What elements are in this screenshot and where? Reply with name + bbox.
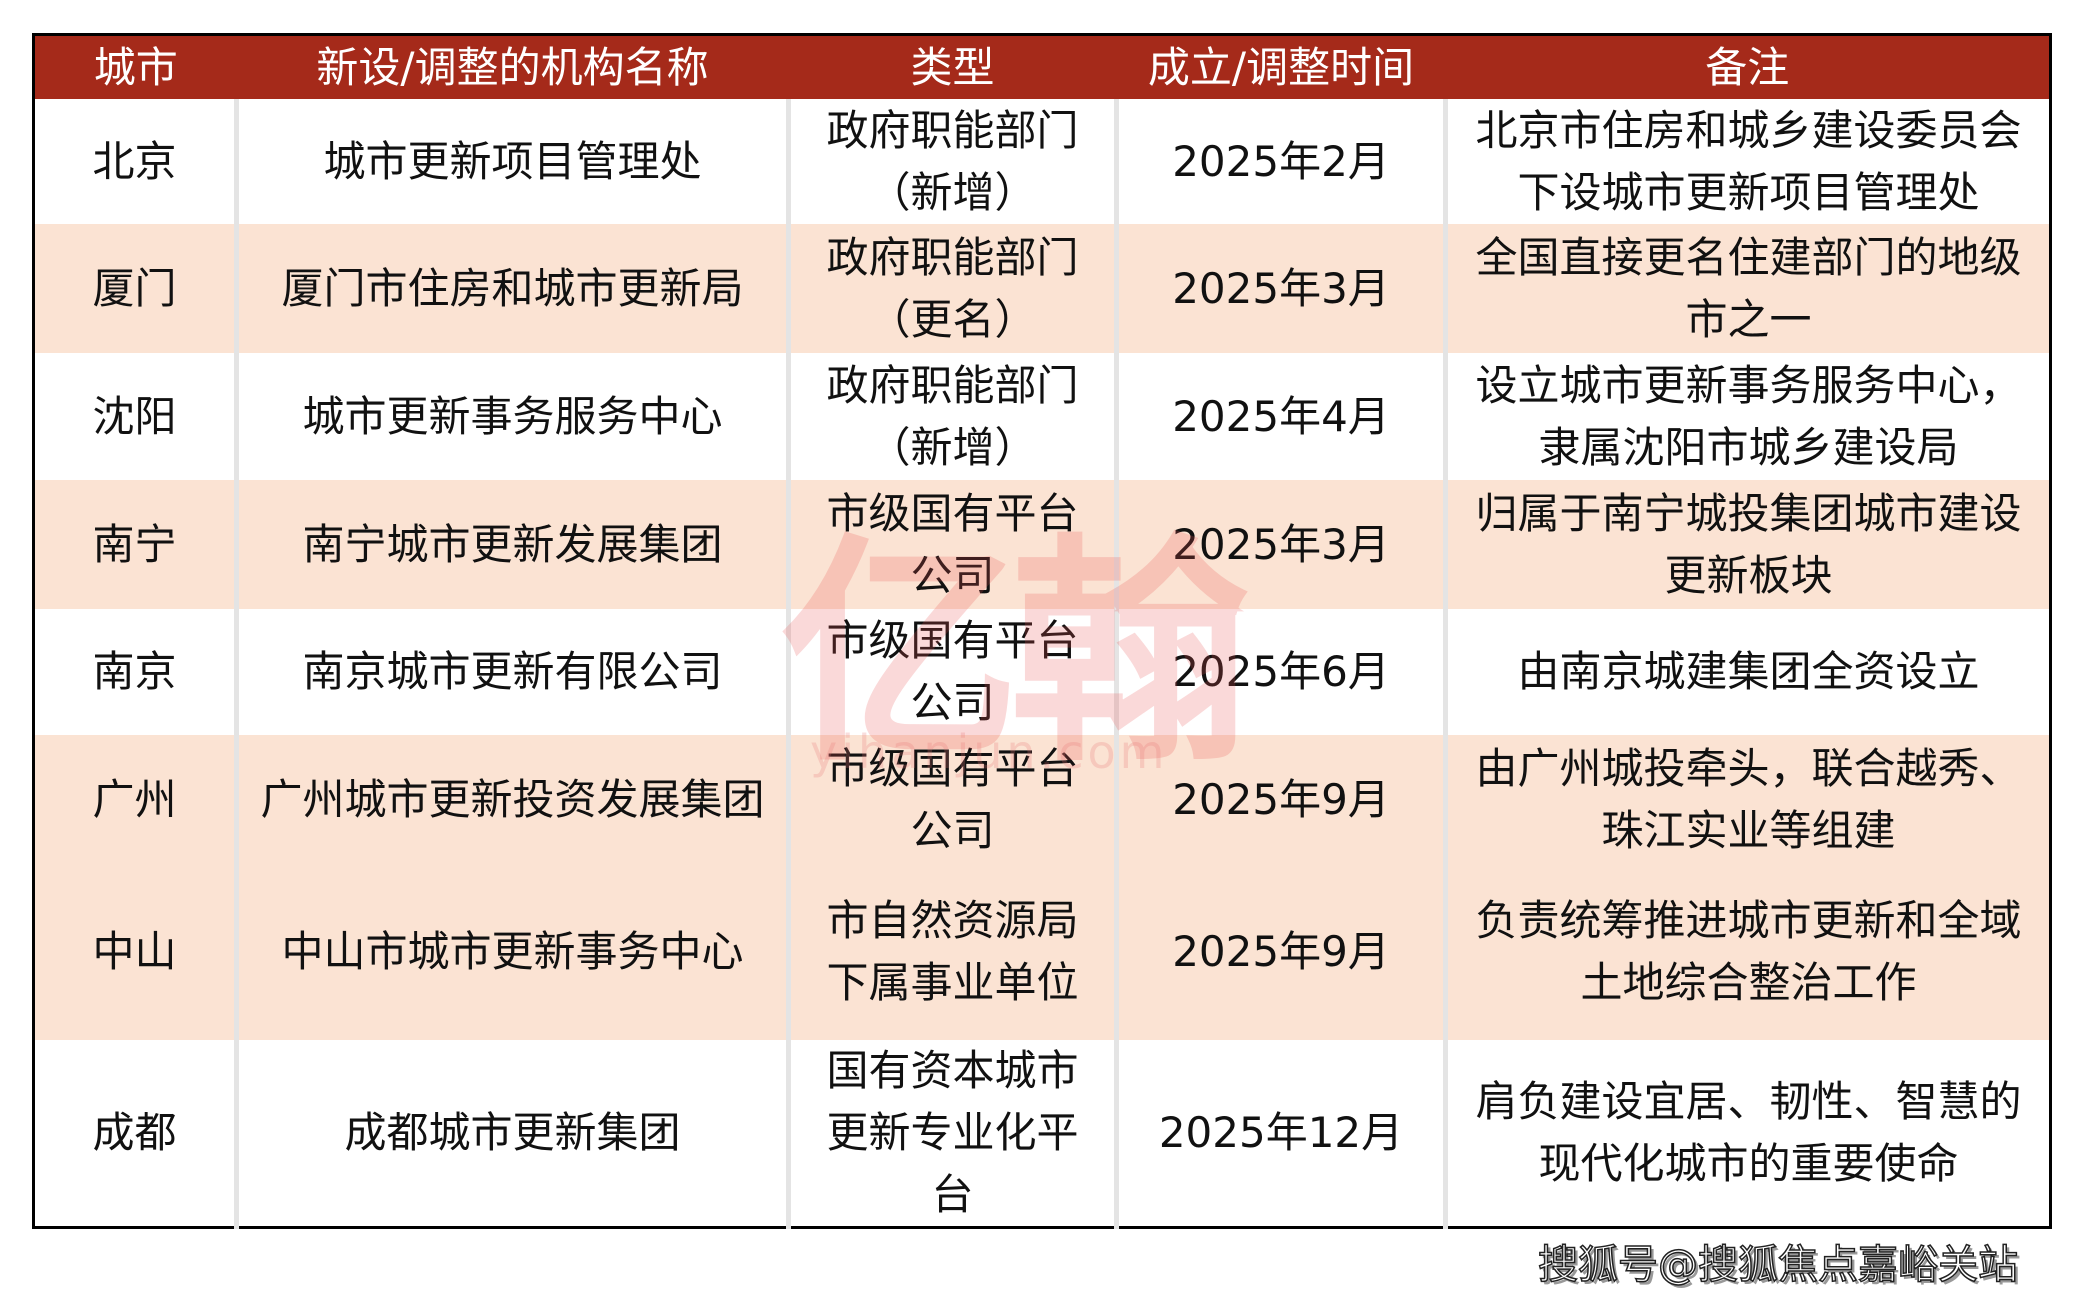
- cell-note-line: 肩负建设宜居、韧性、智慧的: [1475, 1077, 2022, 1126]
- cell-type: 国有资本城市 更新专业化平台: [786, 1040, 1117, 1228]
- cell-city: 沈阳: [33, 353, 237, 480]
- cell-name: 广州城市更新投资发展集团: [234, 735, 789, 864]
- cell-type-line: 国有资本城市: [826, 1046, 1079, 1095]
- table-row: 南宁 南宁城市更新发展集团 市级国有平台 公司 2025年3月 归属于南宁城投集团城市建设…: [33, 480, 2051, 609]
- cell-note-line: 北京市住房和城乡建设委员会: [1475, 105, 2022, 155]
- cell-time: 2025年9月: [1114, 735, 1446, 864]
- cell-note: 由广州城投牵头，联合越秀、 珠江实业等组建: [1443, 735, 2051, 864]
- table-row: 广州 广州城市更新投资发展集团 市级国有平台 公司 2025年9月 由广州城投牵头，联合越…: [33, 735, 2051, 864]
- cell-city: 中山: [33, 864, 237, 1040]
- cell-type-line: 市级国有平台: [826, 743, 1079, 793]
- cell-city: 广州: [33, 735, 237, 864]
- cell-type: 政府职能部门 （新增）: [786, 353, 1117, 480]
- cell-city: 成都: [33, 1040, 237, 1228]
- institutions-table: 城市 新设/调整的机构名称 类型 成立/调整时间 备注 北京 城市更新项目管理处政…: [32, 33, 2052, 1229]
- cell-note: 全国直接更名住建部门的地级 市之一: [1443, 224, 2051, 353]
- header-row: 城市 新设/调整的机构名称 类型 成立/调整时间 备注: [33, 34, 2051, 99]
- cell-note-line: 珠江实业等组建: [1601, 805, 1896, 855]
- cell-note-line: 更新板块: [1664, 550, 1833, 600]
- cell-name: 南宁城市更新发展集团: [234, 480, 789, 609]
- cell-note-line: 土地综合整治工作: [1580, 958, 1917, 1007]
- cell-name: 南京城市更新有限公司: [234, 609, 789, 735]
- cell-type-line: 公司: [910, 678, 995, 727]
- header-city: 城市: [33, 34, 237, 99]
- source-caption: 搜狐号@搜狐焦点嘉峪关站: [1537, 1241, 2019, 1289]
- cell-type-line: 下属事业单位: [826, 958, 1079, 1007]
- cell-note: 设立城市更新事务服务中心， 隶属沈阳市城乡建设局: [1443, 353, 2051, 480]
- header-time: 成立/调整时间: [1116, 34, 1446, 99]
- cell-type: 市自然资源局 下属事业单位: [786, 864, 1117, 1040]
- cell-type-line: 公司: [910, 550, 995, 600]
- cell-note-line: 负责统筹推进城市更新和全域: [1475, 896, 2022, 945]
- cell-type: 市级国有平台 公司: [786, 609, 1117, 735]
- cell-note: 肩负建设宜居、韧性、智慧的 现代化城市的重要使命: [1443, 1040, 2051, 1228]
- cell-note-line: 由南京城建集团全资设立: [1517, 647, 1980, 696]
- cell-note-line: 隶属沈阳市城乡建设局: [1538, 422, 1959, 472]
- cell-name: 厦门市住房和城市更新局: [234, 224, 789, 353]
- cell-note-line: 下设城市更新项目管理处: [1517, 167, 1980, 217]
- cell-note-line: 由广州城投牵头，联合越秀、: [1475, 743, 2022, 793]
- cell-type-line: 公司: [910, 805, 995, 855]
- cell-type-line: （更名）: [868, 294, 1037, 344]
- table-row: 成都 成都城市更新集团 国有资本城市 更新专业化平台 2025年12月 肩负建设宜居、韧性…: [33, 1040, 2051, 1228]
- table-row: 中山 中山市城市更新事务中心 市自然资源局 下属事业单位 2025年9月 负责统筹推进城市…: [33, 864, 2051, 1040]
- cell-time: 2025年4月: [1114, 353, 1446, 480]
- cell-time: 2025年3月: [1114, 480, 1446, 609]
- cell-note: 归属于南宁城投集团城市建设 更新板块: [1443, 480, 2051, 609]
- cell-type: 政府职能部门 （新增）: [786, 99, 1117, 224]
- cell-note-line: 全国直接更名住建部门的地级: [1475, 232, 2022, 282]
- cell-city: 南京: [33, 609, 237, 735]
- cell-type-line: 市级国有平台: [826, 488, 1079, 538]
- table-row: 南京 南京城市更新有限公司 市级国有平台 公司 2025年6月 由南京城建集团全资设立: [33, 609, 2051, 735]
- cell-type-line: 台: [931, 1170, 974, 1219]
- cell-type-line: 政府职能部门: [826, 360, 1079, 410]
- header-type: 类型: [788, 34, 1117, 99]
- cell-type-line: 市级国有平台: [826, 616, 1079, 665]
- cell-city: 南宁: [33, 480, 237, 609]
- cell-type-line: 政府职能部门: [826, 232, 1079, 282]
- cell-city: 厦门: [33, 224, 237, 353]
- table-row: 北京 城市更新项目管理处 政府职能部门 （新增） 2025年2月 北京市住房和城乡建设委员…: [33, 99, 2051, 224]
- cell-time: 2025年6月: [1114, 609, 1446, 735]
- cell-type-line: （新增）: [868, 167, 1037, 217]
- cell-time: 2025年12月: [1114, 1040, 1446, 1228]
- cell-note: 由南京城建集团全资设立: [1443, 609, 2051, 735]
- cell-time: 2025年9月: [1114, 864, 1446, 1040]
- cell-type: 市级国有平台 公司: [786, 735, 1117, 864]
- cell-name: 城市更新项目管理处: [234, 99, 789, 224]
- cell-city: 北京: [33, 99, 237, 224]
- cell-note-line: 归属于南宁城投集团城市建设: [1475, 488, 2022, 538]
- cell-note-line: 市之一: [1685, 294, 1812, 344]
- cell-note-line: 现代化城市的重要使命: [1538, 1139, 1959, 1188]
- cell-time: 2025年3月: [1114, 224, 1446, 353]
- header-name: 新设/调整的机构名称: [236, 34, 789, 99]
- cell-note: 北京市住房和城乡建设委员会 下设城市更新项目管理处: [1443, 99, 2051, 224]
- cell-type-line: 政府职能部门: [826, 105, 1079, 155]
- table-row: 沈阳 城市更新事务服务中心 政府职能部门 （新增） 2025年4月 设立城市更新事务服务中…: [33, 353, 2051, 480]
- cell-note: 负责统筹推进城市更新和全域 土地综合整治工作: [1443, 864, 2051, 1040]
- cell-type: 政府职能部门 （更名）: [786, 224, 1117, 353]
- table-row: 厦门 厦门市住房和城市更新局 政府职能部门 （更名） 2025年3月 全国直接更名住建部门…: [33, 224, 2051, 353]
- cell-type: 市级国有平台 公司: [786, 480, 1117, 609]
- cell-name: 城市更新事务服务中心: [234, 353, 789, 480]
- cell-note-line: 设立城市更新事务服务中心，: [1475, 360, 2022, 410]
- cell-type-line: 市自然资源局: [826, 896, 1079, 945]
- cell-name: 成都城市更新集团: [234, 1040, 789, 1228]
- cell-type-line: 更新专业化平: [826, 1108, 1079, 1157]
- header-note: 备注: [1445, 34, 2051, 99]
- cell-type-line: （新增）: [868, 422, 1037, 472]
- cell-name: 中山市城市更新事务中心: [234, 864, 789, 1040]
- cell-time: 2025年2月: [1114, 99, 1446, 224]
